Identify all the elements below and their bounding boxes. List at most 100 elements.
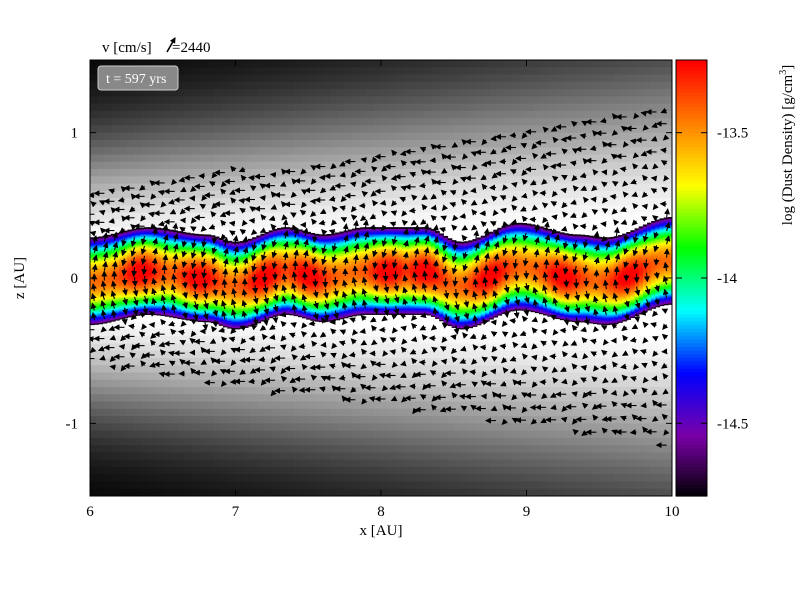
velocity-arrow	[400, 160, 408, 167]
velocity-arrow	[202, 320, 209, 331]
velocity-arrow	[110, 280, 117, 290]
velocity-arrow	[603, 266, 610, 277]
velocity-arrow	[501, 320, 508, 328]
velocity-arrow	[298, 343, 306, 350]
velocity-arrow	[501, 418, 508, 425]
velocity-arrow	[489, 368, 497, 375]
velocity-arrow	[112, 231, 119, 241]
velocity-arrow	[300, 168, 307, 175]
y-axis-ticks: 1 0 -1	[66, 126, 672, 432]
velocity-arrow	[262, 316, 269, 326]
velocity-arrow	[168, 320, 175, 327]
velocity-arrow	[353, 242, 360, 253]
velocity-arrow	[90, 346, 97, 354]
velocity-arrow	[601, 349, 608, 356]
velocity-arrow	[419, 394, 427, 401]
velocity-arrow	[231, 309, 237, 319]
velocity-arrow	[451, 264, 458, 275]
velocity-arrow	[241, 310, 248, 318]
velocity-arrow	[281, 273, 288, 283]
velocity-arrow	[132, 306, 139, 317]
velocity-arrow	[513, 308, 520, 319]
velocity-arrow	[522, 233, 529, 242]
velocity-arrow	[233, 256, 239, 266]
velocity-arrow	[241, 288, 248, 297]
velocity-arrow	[540, 340, 547, 347]
velocity-arrow	[393, 305, 400, 316]
velocity-arrow	[551, 340, 558, 347]
velocity-arrow	[230, 359, 237, 366]
velocity-arrow	[452, 178, 459, 185]
velocity-arrow	[139, 312, 146, 319]
velocity-arrow	[212, 288, 219, 297]
velocity-arrow	[112, 251, 119, 260]
velocity-arrow	[361, 348, 368, 355]
velocity-arrow	[321, 266, 328, 277]
velocity-arrow	[593, 295, 599, 304]
velocity-arrow	[393, 282, 400, 292]
velocity-arrow	[403, 239, 409, 247]
velocity-arrow	[372, 238, 378, 246]
velocity-arrow	[109, 364, 116, 371]
velocity-arrow	[663, 429, 670, 436]
velocity-arrow	[620, 219, 628, 225]
velocity-arrow	[532, 286, 539, 295]
velocity-arrow	[602, 292, 609, 303]
velocity-arrow	[519, 330, 527, 337]
velocity-arrow	[319, 208, 327, 214]
velocity-arrow	[542, 284, 548, 295]
velocity-arrow	[421, 282, 428, 292]
velocity-arrow	[579, 133, 587, 140]
x-tick-label: 8	[377, 504, 385, 520]
velocity-arrow	[661, 413, 669, 421]
velocity-arrow	[641, 387, 648, 394]
velocity-arrow	[533, 223, 540, 233]
velocity-arrow	[328, 195, 336, 202]
velocity-arrow	[372, 284, 379, 292]
velocity-arrow	[473, 254, 480, 264]
velocity-arrow	[410, 336, 418, 343]
y-tick-label: -1	[66, 416, 79, 432]
velocity-arrow	[208, 223, 216, 230]
velocity-arrow	[619, 166, 627, 173]
velocity-arrow	[177, 329, 185, 336]
velocity-arrow	[451, 252, 458, 263]
velocity-arrow	[350, 214, 358, 221]
velocity-arrow	[581, 337, 588, 344]
velocity-arrow	[632, 233, 639, 244]
velocity-arrow	[389, 221, 397, 228]
colorbar-tick-label: -14.5	[717, 416, 748, 432]
velocity-arrow	[338, 374, 346, 381]
velocity-arrow	[201, 238, 208, 248]
velocity-arrow	[401, 219, 409, 227]
velocity-arrow	[233, 245, 239, 256]
velocity-arrow	[522, 245, 529, 254]
velocity-arrow	[590, 351, 598, 357]
velocity-arrow	[310, 178, 317, 185]
velocity-arrow	[642, 376, 649, 384]
velocity-arrow	[100, 299, 107, 310]
velocity-arrow	[179, 339, 187, 346]
velocity-arrow	[642, 337, 649, 344]
velocity-arrow	[221, 336, 228, 343]
velocity-arrow	[654, 285, 660, 293]
velocity-arrow	[371, 166, 378, 173]
velocity-arrow	[561, 201, 568, 209]
velocity-arrow	[248, 175, 256, 182]
velocity-arrow	[652, 163, 659, 170]
velocity-arrow	[140, 360, 147, 367]
y-tick-label: 1	[71, 126, 79, 142]
velocity-arrow	[231, 287, 238, 298]
velocity-arrow	[602, 305, 609, 316]
velocity-arrow	[361, 190, 369, 198]
velocity-arrow	[571, 379, 579, 386]
velocity-arrow	[281, 214, 288, 221]
velocity-arrow	[400, 346, 408, 354]
velocity-arrow	[221, 289, 227, 299]
plot-area	[89, 59, 673, 497]
velocity-arrow	[271, 261, 278, 270]
velocity-arrow	[584, 290, 590, 300]
velocity-arrow	[251, 263, 258, 273]
velocity-arrow	[514, 283, 520, 294]
colorbar-tick-label: -13.5	[717, 126, 748, 142]
